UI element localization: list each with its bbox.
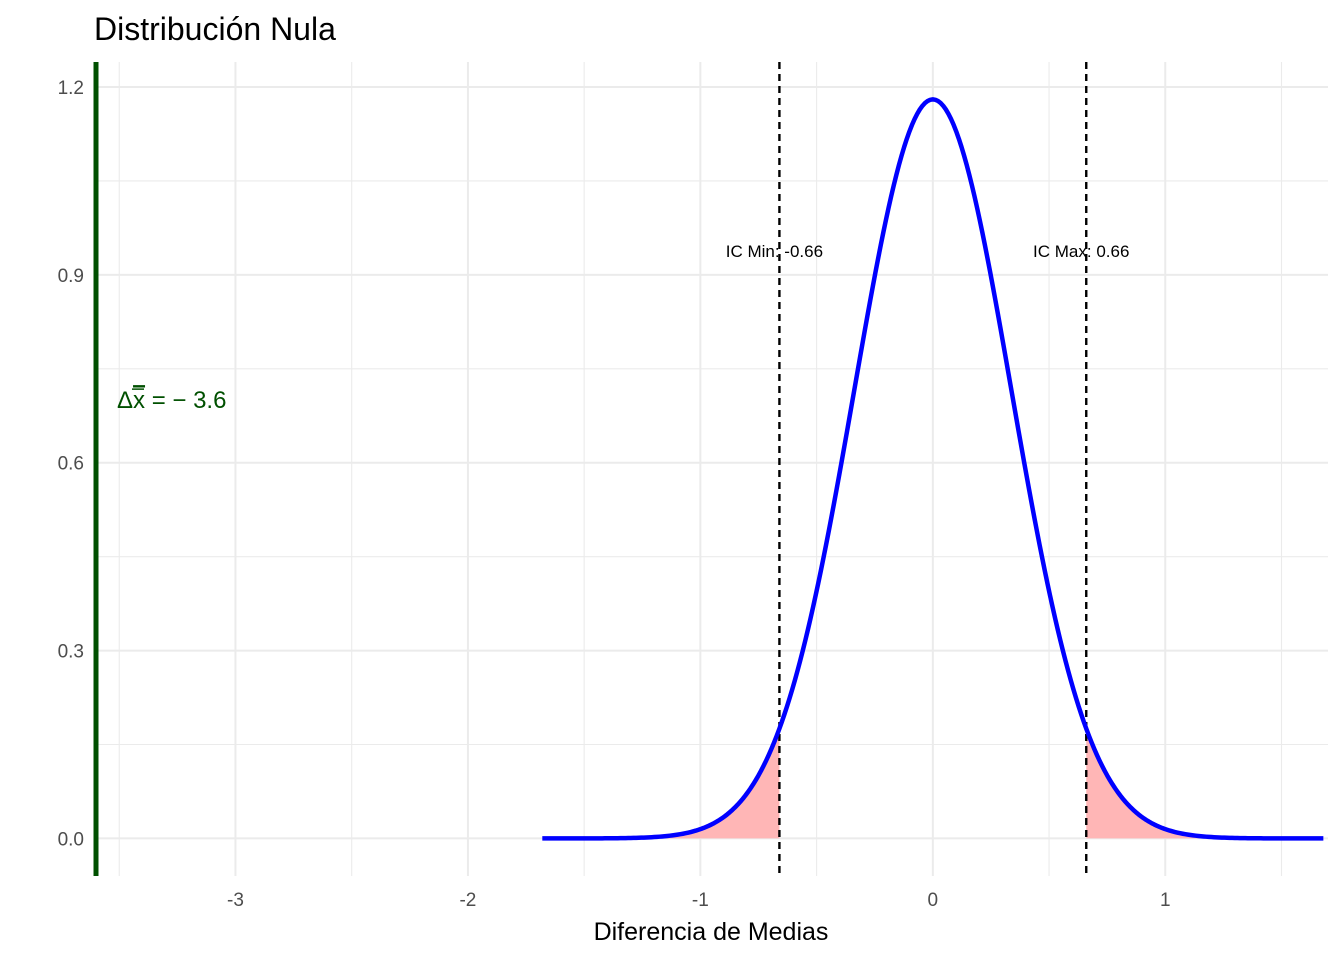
ic-min-label: IC Min: -0.66 (726, 242, 823, 261)
observed-label: Δx = − 3.6 (117, 387, 226, 414)
ic-max-label: IC Max: 0.66 (1033, 242, 1129, 261)
x-tick-label: 1 (1160, 890, 1171, 911)
chart-title: Distribución Nula (94, 11, 336, 47)
x-tick-label: 0 (928, 890, 939, 911)
density-curve (542, 97, 1324, 841)
x-tick-label: -3 (227, 890, 244, 911)
x-tick-labels: -3 -2 -1 0 1 (227, 890, 1171, 911)
y-tick-label: 0.0 (58, 829, 84, 850)
left-tail-area (542, 728, 780, 839)
critical-lines: IC Min: -0.66 IC Max: 0.66 (726, 62, 1129, 876)
x-axis-title: Diferencia de Medias (594, 918, 829, 946)
y-tick-labels: 0.0 0.3 0.6 0.9 1.2 (58, 78, 84, 850)
y-tick-label: 1.2 (58, 78, 84, 99)
observed-group: Δx = − 3.6 (93, 62, 226, 876)
x-tick-label: -1 (692, 890, 709, 911)
y-tick-label: 0.6 (58, 454, 84, 475)
density-curve-group (542, 97, 1324, 841)
shaded-tails (542, 728, 1324, 839)
y-tick-label: 0.3 (58, 642, 84, 663)
right-tail-area (1086, 728, 1324, 839)
x-tick-label: -2 (459, 890, 476, 911)
y-tick-label: 0.9 (58, 266, 84, 287)
grid (96, 62, 1328, 876)
